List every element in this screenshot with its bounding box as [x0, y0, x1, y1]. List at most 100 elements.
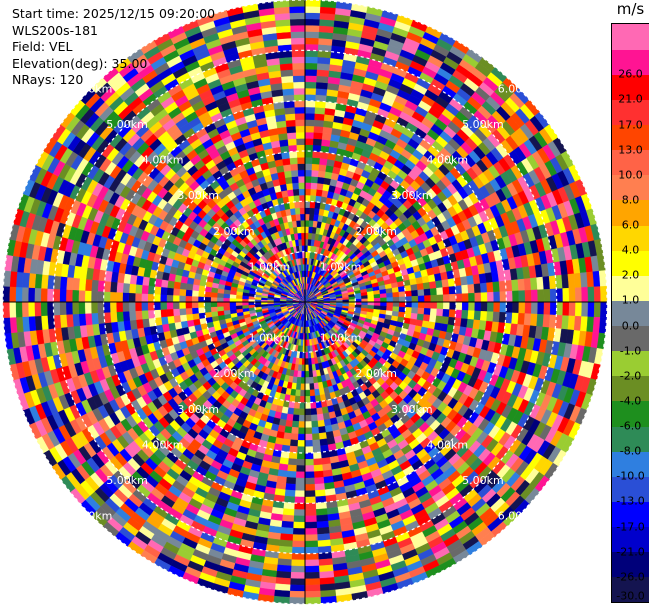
velocity-gate: [567, 273, 576, 289]
velocity-gate: [293, 502, 306, 510]
velocity-gate: [277, 558, 292, 567]
velocity-gate: [310, 414, 318, 422]
velocity-gate: [317, 539, 331, 548]
velocity-gate: [153, 293, 161, 303]
velocity-gate: [304, 18, 321, 26]
velocity-gate: [304, 578, 321, 586]
velocity-gate: [283, 432, 292, 440]
velocity-gate: [422, 314, 431, 322]
velocity-gate: [461, 284, 469, 294]
velocity-gate: [511, 279, 519, 292]
velocity-gate: [310, 401, 317, 410]
velocity-gate: [598, 317, 607, 334]
velocity-gate: [404, 290, 413, 297]
velocity-gate: [397, 286, 406, 293]
velocity-gate: [197, 296, 205, 303]
velocity-gate: [443, 301, 450, 310]
velocity-gate: [354, 295, 362, 300]
velocity-gate: [160, 279, 169, 288]
velocity-gate: [561, 274, 570, 289]
velocity-gate: [304, 377, 310, 384]
velocity-gate: [304, 402, 311, 410]
velocity-gate: [223, 301, 230, 307]
velocity-gate: [455, 301, 463, 311]
velocity-gate: [304, 427, 313, 435]
velocity-gate: [281, 514, 295, 523]
velocity-gate: [285, 483, 296, 491]
velocity-gate: [386, 292, 394, 298]
velocity-gate: [309, 201, 316, 209]
velocity-gate: [283, 495, 296, 504]
velocity-gate: [34, 301, 42, 317]
velocity-gate: [530, 301, 538, 315]
velocity-gate: [392, 301, 400, 308]
velocity-gate: [191, 301, 199, 309]
velocity-gate: [479, 282, 488, 293]
velocity-gate: [2, 301, 10, 319]
velocity-gate: [128, 283, 137, 294]
velocity-gate: [167, 280, 175, 289]
velocity-gate: [304, 69, 318, 77]
velocity-gate: [417, 289, 425, 297]
velocity-gate: [141, 310, 149, 320]
velocity-gate: [235, 305, 243, 310]
velocity-gate: [304, 370, 310, 378]
velocity-gate: [229, 305, 237, 311]
velocity-gate: [91, 312, 99, 325]
velocity-gate: [317, 56, 331, 65]
velocity-gate: [299, 396, 306, 403]
velocity-gate: [319, 157, 328, 166]
velocity-gate: [110, 281, 118, 293]
velocity-gate: [316, 527, 330, 535]
velocity-gate: [593, 301, 601, 318]
velocity-gate: [295, 477, 306, 485]
velocity-gate: [304, 477, 315, 485]
velocity-gate: [310, 188, 318, 196]
velocity-gate: [197, 301, 205, 308]
velocity-gate: [103, 291, 111, 303]
velocity-gate: [84, 312, 93, 326]
velocity-gate: [304, 157, 313, 164]
velocity-gate: [386, 297, 394, 303]
velocity-gate: [291, 540, 306, 548]
velocity-gate: [292, 534, 306, 542]
velocity-gate: [166, 308, 174, 317]
velocity-gate: [21, 286, 29, 303]
velocity-gate: [172, 294, 180, 303]
velocity-gate: [304, 546, 319, 554]
velocity-gate: [441, 316, 450, 325]
velocity-gate: [448, 286, 457, 295]
velocity-gate: [315, 88, 328, 96]
velocity-gate: [574, 301, 583, 317]
velocity-gate: [297, 440, 306, 447]
velocity-gate: [442, 309, 450, 318]
velocity-gate: [473, 310, 482, 321]
velocity-gate: [411, 301, 419, 309]
velocity-gate: [310, 408, 318, 416]
velocity-gate: [430, 294, 438, 303]
velocity-gate: [293, 515, 306, 523]
velocity-gate: [304, 521, 318, 529]
velocity-gate: [367, 301, 375, 306]
velocity-gate: [537, 289, 545, 303]
velocity-gate: [299, 389, 306, 397]
velocity-gate: [320, 0, 337, 9]
velocity-gate: [492, 311, 500, 323]
velocity-gate: [192, 318, 201, 326]
velocity-gate: [315, 508, 328, 516]
velocity-gate: [461, 301, 469, 311]
velocity-gate: [392, 296, 400, 303]
velocity-gate: [304, 100, 316, 108]
velocity-gate: [304, 389, 311, 397]
velocity-gate: [178, 295, 186, 303]
velocity-gate: [304, 213, 310, 221]
velocity-gate: [204, 296, 211, 303]
velocity-gate: [454, 309, 463, 319]
velocity-gate: [304, 571, 320, 580]
velocity-gate: [304, 144, 314, 152]
velocity-gate: [179, 308, 187, 316]
velocity-gate: [486, 311, 494, 322]
velocity-gate: [436, 294, 444, 303]
velocity-gate: [537, 301, 545, 315]
velocity-gate: [304, 131, 315, 139]
